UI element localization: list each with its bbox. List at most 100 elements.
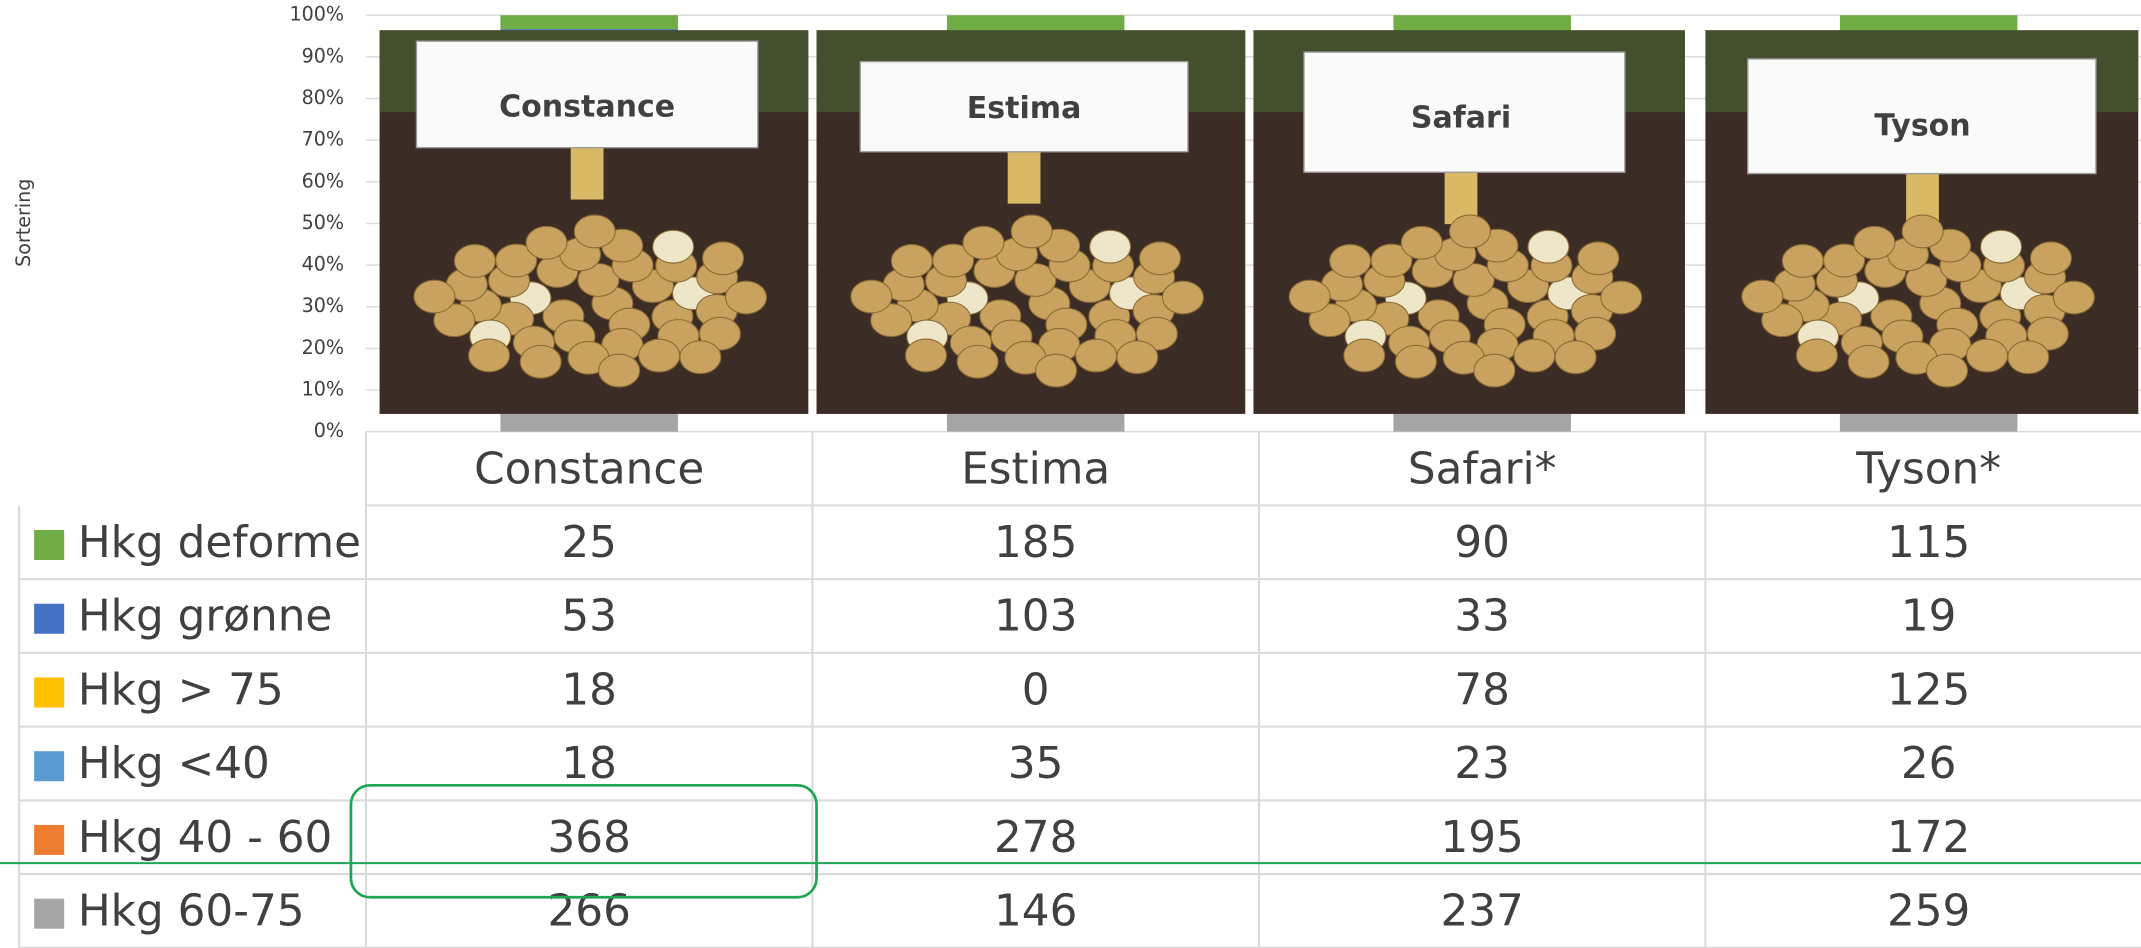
bar-segment	[500, 15, 678, 30]
table-value: 259	[1887, 886, 1970, 937]
photo-potato	[1452, 263, 1495, 297]
legend-label: Hkg 40 - 60	[78, 812, 333, 863]
photo-potato	[1901, 214, 1944, 249]
photo-potato	[1394, 344, 1437, 379]
photo-potato	[698, 316, 741, 351]
photo-potato	[1116, 340, 1159, 375]
photo-potato	[1554, 340, 1597, 375]
y-tick-label: 20%	[302, 336, 344, 359]
photo-potato	[519, 344, 562, 379]
photo-stake	[570, 144, 604, 200]
photo-potato	[702, 241, 745, 276]
photo-potato	[1966, 338, 2009, 373]
photo-potato	[1138, 241, 1182, 276]
photo-potato	[1925, 353, 1969, 388]
photo-potato	[724, 280, 768, 315]
table-value: 23	[1454, 738, 1510, 789]
photo-potato	[1343, 338, 1386, 373]
photo-potato	[638, 338, 681, 373]
photo-potato	[2007, 340, 2050, 375]
legend-swatch	[34, 529, 65, 561]
photo-potato	[1400, 225, 1443, 260]
x-tick-label: Tyson*	[1855, 443, 2001, 494]
x-tick-label: Safari*	[1408, 443, 1557, 494]
photo-potato	[1741, 279, 1784, 314]
photo-potato	[1980, 229, 2023, 264]
y-tick-label: 100%	[289, 3, 344, 26]
table-value: 90	[1454, 517, 1510, 568]
photo-potato	[1795, 338, 1838, 373]
photo-potato	[1308, 303, 1351, 338]
y-tick-label: 0%	[314, 419, 344, 442]
legend-label: Hkg deforme	[78, 517, 361, 568]
photo-potato	[525, 225, 568, 260]
photo-potato	[850, 279, 893, 314]
table-value: 195	[1440, 812, 1523, 863]
legend-label: Hkg 60-75	[78, 886, 305, 937]
photo-sign-text: Estima	[967, 91, 1082, 126]
table-value: 368	[547, 812, 630, 863]
photo-potato	[2052, 280, 2095, 315]
legend-swatch	[34, 677, 65, 708]
photo-potato	[679, 340, 722, 375]
photo-potato	[1014, 263, 1057, 297]
photo-sign	[1303, 51, 1626, 173]
x-tick-label: Constance	[474, 443, 704, 494]
photo-potato	[433, 303, 476, 338]
x-tick-label: Estima	[961, 443, 1110, 494]
table-value: 237	[1440, 886, 1523, 937]
photo-potato	[1075, 338, 1118, 373]
photo-sign	[859, 60, 1189, 153]
photo-potato	[1847, 344, 1890, 379]
table-value: 78	[1454, 664, 1510, 715]
photo-potato	[1781, 244, 1824, 278]
y-tick-label: 70%	[302, 128, 344, 151]
photo-potato	[413, 279, 456, 314]
photo-potato	[1035, 353, 1078, 388]
table-value: 33	[1454, 591, 1510, 642]
table-value: 18	[561, 664, 617, 715]
photo-sign-text: Tyson	[1874, 109, 1970, 144]
photo-potato	[573, 214, 616, 249]
table-value: 146	[994, 886, 1077, 937]
table-value: 278	[994, 812, 1077, 863]
table-value: 125	[1887, 664, 1970, 715]
photo-potato	[904, 338, 948, 373]
table-value: 115	[1887, 517, 1970, 568]
photo-potato	[2026, 316, 2069, 351]
photo-sign	[415, 40, 759, 149]
photo: Safari	[1253, 30, 1685, 414]
y-tick-label: 90%	[302, 44, 344, 67]
y-axis-label: Sortering	[12, 179, 35, 267]
table-value: 19	[1901, 591, 1957, 642]
photo-potato	[870, 303, 913, 338]
photo-potato	[652, 229, 695, 264]
photo-potato	[1853, 225, 1896, 260]
photo-potato	[598, 353, 641, 388]
photo-potato	[1089, 229, 1132, 264]
table-value: 18	[561, 738, 617, 789]
photo-sign	[1747, 58, 2097, 175]
photo-potato	[1574, 316, 1617, 351]
photo-potato	[1010, 214, 1053, 249]
photo-potato	[468, 338, 511, 373]
y-tick-label: 40%	[302, 253, 344, 276]
y-tick-label: 30%	[302, 294, 344, 317]
legend-swatch	[34, 898, 65, 929]
photo-potato	[1905, 263, 1948, 297]
photo-potato	[1288, 279, 1331, 314]
legend-swatch	[34, 603, 65, 634]
photo-potato	[890, 244, 933, 278]
photo-potato	[1527, 229, 1570, 264]
y-tick-label: 60%	[302, 169, 344, 192]
table-value: 103	[994, 591, 1077, 642]
photo-potato	[1329, 244, 1372, 278]
table-value: 0	[1022, 664, 1050, 715]
table-value: 25	[561, 517, 617, 568]
photo-potato	[1513, 338, 1556, 373]
photo-potato	[1761, 303, 1804, 338]
photo-potato	[1577, 241, 1620, 276]
photo-potato	[1161, 280, 1204, 315]
photo-potato	[1448, 214, 1491, 249]
